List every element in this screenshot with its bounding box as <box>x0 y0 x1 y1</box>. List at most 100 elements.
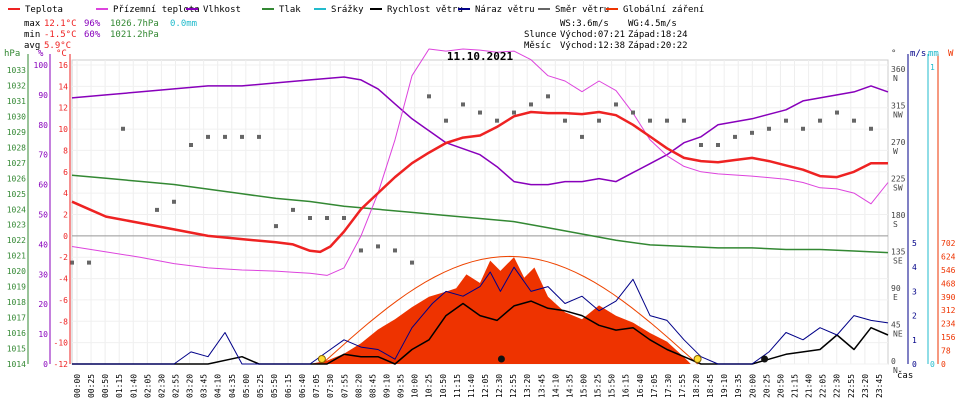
info-sun-label: Slunce <box>524 30 557 40</box>
legend-item-1: Teplota <box>25 5 63 15</box>
x-tick-label: 07:30 <box>326 374 335 398</box>
wind-direction-point <box>206 134 210 139</box>
mm-tick-label: 1 <box>930 63 935 72</box>
stats-block: max 12.1°C 96% 1026.7hPa 0.0mm min -1.5°… <box>24 19 197 51</box>
wind-direction-point <box>529 102 533 107</box>
w-tick-label: 624 <box>941 252 956 261</box>
right-axes: ° m/s mm W0N45NE90E135SE180S225SW270W315NW3… <box>891 49 956 375</box>
wind-direction-point <box>614 102 618 107</box>
dir-tick-label: S <box>893 220 898 229</box>
x-tick-label: 15:00 <box>579 374 588 398</box>
wind-direction-point <box>699 143 703 147</box>
x-tick-label: 08:20 <box>354 374 363 398</box>
c-tick-label: -10 <box>54 339 69 348</box>
x-tick-label: 01:40 <box>129 374 138 398</box>
sunset-marker <box>693 355 702 363</box>
wind-gust-line <box>72 266 889 365</box>
x-tick-label: 12:30 <box>495 374 504 398</box>
wind-direction-point <box>733 134 737 139</box>
hpa-tick-label: 1029 <box>7 128 26 137</box>
x-tick-label: 07:05 <box>312 374 321 398</box>
x-tick-label: 11:15 <box>453 374 462 398</box>
pct-tick-label: 50 <box>38 211 48 220</box>
x-tick-label: 05:00 <box>242 374 251 398</box>
hpa-tick-label: 1033 <box>7 66 26 75</box>
x-tick-label: 15:50 <box>608 374 617 398</box>
x-tick-label: 02:55 <box>171 374 180 398</box>
hpa-tick-label: 1030 <box>7 112 26 121</box>
wind-direction-point <box>393 248 397 253</box>
wind-direction-point <box>342 216 346 220</box>
dir-tick-deg: 0 <box>891 357 896 366</box>
x-tick-label: 15:25 <box>594 374 603 398</box>
pct-axis-title: % <box>38 49 44 59</box>
ms-tick-label: 0 <box>912 360 917 369</box>
wind-direction-point <box>444 118 448 123</box>
info-sunrise: Východ:07:21 <box>560 30 625 40</box>
pct-tick-label: 80 <box>38 121 48 130</box>
pct-tick-label: 60 <box>38 181 48 190</box>
dir-axis-title: ° <box>891 49 896 59</box>
hpa-tick-label: 1014 <box>7 360 26 369</box>
stat-temp: -1.5°C <box>44 30 77 40</box>
dir-tick-deg: 135 <box>891 248 906 257</box>
legend-item-6: Rychlost větru <box>387 5 463 15</box>
ground-temp-line <box>71 48 889 276</box>
x-tick-label: 17:30 <box>664 374 673 398</box>
x-tick-label: 17:55 <box>678 374 687 398</box>
hpa-tick-label: 1015 <box>7 345 26 354</box>
legend-item-7: Náraz větru <box>475 5 535 15</box>
hpa-tick-label: 1016 <box>7 329 26 338</box>
dir-tick-deg: 315 <box>891 102 906 111</box>
dir-tick-label: NE <box>893 330 903 339</box>
x-tick-label: 05:25 <box>256 374 265 398</box>
humidity-line <box>71 76 889 186</box>
stat-hum: 96% <box>84 19 101 29</box>
pct-tick-label: 20 <box>38 300 48 309</box>
sun-path-curve <box>321 255 698 365</box>
c-tick-label: -2 <box>58 253 68 262</box>
x-tick-label: 13:20 <box>523 374 532 398</box>
hpa-tick-label: 1023 <box>7 221 26 230</box>
x-tick-label: 02:05 <box>143 374 152 398</box>
legend: Teplota Přízemní teplota Vlhkost Tlak Srážky… <box>8 5 704 15</box>
x-tick-label: 02:30 <box>157 374 166 398</box>
moonrise-marker <box>497 355 505 363</box>
mm-tick-label: 0 <box>930 360 935 369</box>
w-tick-label: 702 <box>941 239 956 248</box>
sunrise-marker <box>317 355 326 363</box>
x-tick-label: 04:10 <box>214 374 223 398</box>
dir-tick-deg: 90 <box>891 284 901 293</box>
pct-tick-label: 10 <box>38 330 48 339</box>
w-axis-title: W <box>948 49 954 59</box>
chart-title: 11.10.2021 <box>447 50 514 63</box>
wind-direction-point <box>223 134 227 139</box>
info-ws: WS:3.6m/s <box>560 19 609 29</box>
wind-direction-point <box>121 126 125 131</box>
hpa-tick-label: 1025 <box>7 190 26 199</box>
info-moonrise: Východ:12:38 <box>560 41 625 51</box>
hpa-tick-label: 1018 <box>7 298 26 307</box>
x-axis: 00:00 00:25 00:50 01:15 01:40 02:05 02:30 02:55… <box>73 374 884 398</box>
wind-direction-point <box>70 260 74 265</box>
wind-direction-point <box>376 244 380 249</box>
hpa-tick-label: 1028 <box>7 143 26 152</box>
pct-tick-label: 100 <box>34 61 49 70</box>
wind-direction-point <box>580 134 584 139</box>
x-tick-label: 19:35 <box>734 374 743 398</box>
c-tick-label: 12 <box>58 104 68 113</box>
wind-direction-point <box>427 94 431 99</box>
stat-label: max <box>24 19 41 29</box>
wind-direction-point <box>257 134 261 139</box>
stat-label: avg <box>24 41 40 51</box>
x-tick-label: 01:15 <box>115 374 124 398</box>
x-tick-label: 16:40 <box>636 374 645 398</box>
wind-direction-point <box>291 207 295 212</box>
ms-axis-title: m/s <box>910 49 926 59</box>
x-tick-label: 21:40 <box>805 374 814 398</box>
c-tick-label: 14 <box>58 82 68 91</box>
w-tick-label: 312 <box>941 306 956 315</box>
stat-hum: 60% <box>84 30 101 40</box>
wind-direction-point <box>750 130 754 135</box>
